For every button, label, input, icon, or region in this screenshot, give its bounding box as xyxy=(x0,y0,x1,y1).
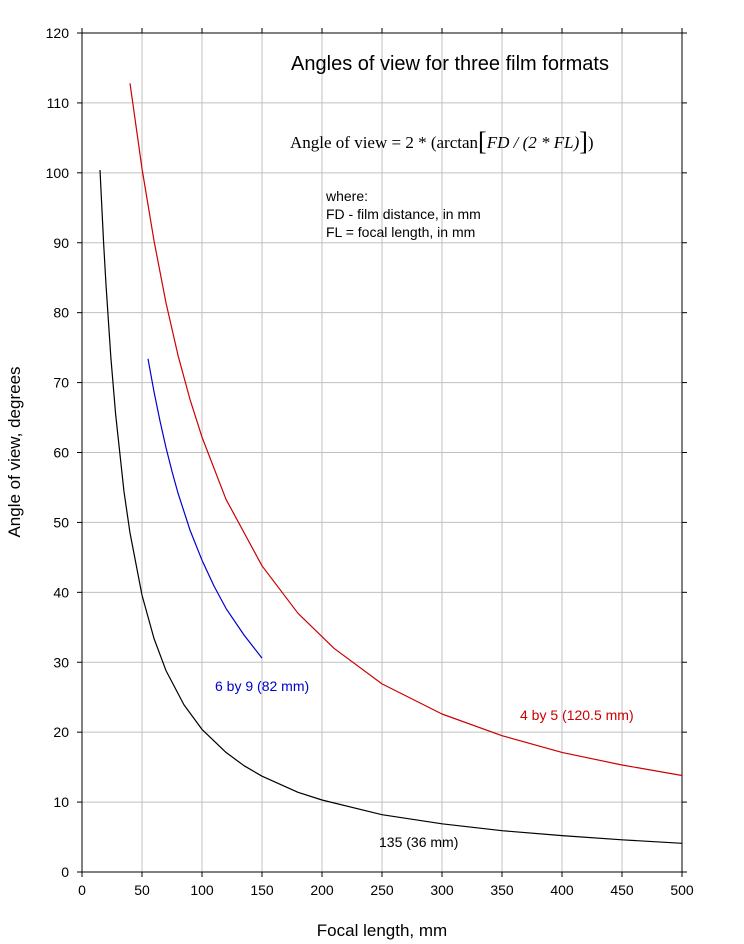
series-label-4x5: 4 by 5 (120.5 mm) xyxy=(520,707,634,723)
formula-prefix: Angle of view = 2 * (arctan xyxy=(290,133,479,152)
formula-right-bracket: ] xyxy=(579,127,588,156)
x-tick-label: 500 xyxy=(670,882,694,898)
y-axis-label: Angle of view, degrees xyxy=(5,366,24,537)
x-tick-label: 400 xyxy=(550,882,574,898)
y-tick-label: 90 xyxy=(53,235,69,251)
x-axis-label: Focal length, mm xyxy=(317,921,447,940)
axis-ticks: 0 50 100 150 200 250 300 350 400 450 500 0 10 20 30 40 5… xyxy=(46,25,694,898)
formula: Angle of view = 2 * (arctan[FD / (2 * FL… xyxy=(290,127,594,156)
series-label-6x9: 6 by 9 (82 mm) xyxy=(215,678,309,694)
y-tick-label: 60 xyxy=(53,445,69,461)
x-tick-label: 200 xyxy=(310,882,334,898)
y-tick-label: 110 xyxy=(47,95,70,111)
y-tick-label: 40 xyxy=(53,584,69,600)
formula-suffix: ) xyxy=(588,133,594,152)
x-tick-label: 300 xyxy=(430,882,454,898)
series-label-135: 135 (36 mm) xyxy=(379,834,458,850)
y-tick-label: 20 xyxy=(53,724,69,740)
note-fl: FL = focal length, in mm xyxy=(326,224,475,240)
formula-inner: FD / (2 * FL) xyxy=(486,133,580,152)
x-tick-label: 450 xyxy=(610,882,634,898)
y-tick-label: 30 xyxy=(53,654,69,670)
formula-left-bracket: [ xyxy=(478,127,487,156)
y-tick-label: 50 xyxy=(53,514,69,530)
series-line-4x5 xyxy=(129,83,683,777)
chart-title: Angles of view for three film formats xyxy=(291,53,609,75)
x-tick-label: 150 xyxy=(250,882,274,898)
note-fd: FD - film distance, in mm xyxy=(326,206,481,222)
y-tick-label: 0 xyxy=(61,864,69,880)
y-tick-label: 70 xyxy=(53,375,69,391)
x-tick-label: 0 xyxy=(78,882,86,898)
series-line-6x9 xyxy=(147,358,263,659)
series-line-135 xyxy=(99,169,683,844)
y-tick-label: 100 xyxy=(46,165,70,181)
x-tick-label: 100 xyxy=(190,882,214,898)
y-tick-label: 10 xyxy=(53,794,69,810)
x-tick-label: 250 xyxy=(370,882,394,898)
y-tick-label: 80 xyxy=(53,305,69,321)
series-lines xyxy=(99,83,683,844)
x-tick-label: 350 xyxy=(490,882,514,898)
note-where: where: xyxy=(325,188,368,204)
y-tick-label: 120 xyxy=(46,25,70,41)
svg-text:Angle of view = 2 * (arctan[FD: Angle of view = 2 * (arctan[FD / (2 * FL… xyxy=(290,127,594,156)
x-tick-label: 50 xyxy=(134,882,150,898)
